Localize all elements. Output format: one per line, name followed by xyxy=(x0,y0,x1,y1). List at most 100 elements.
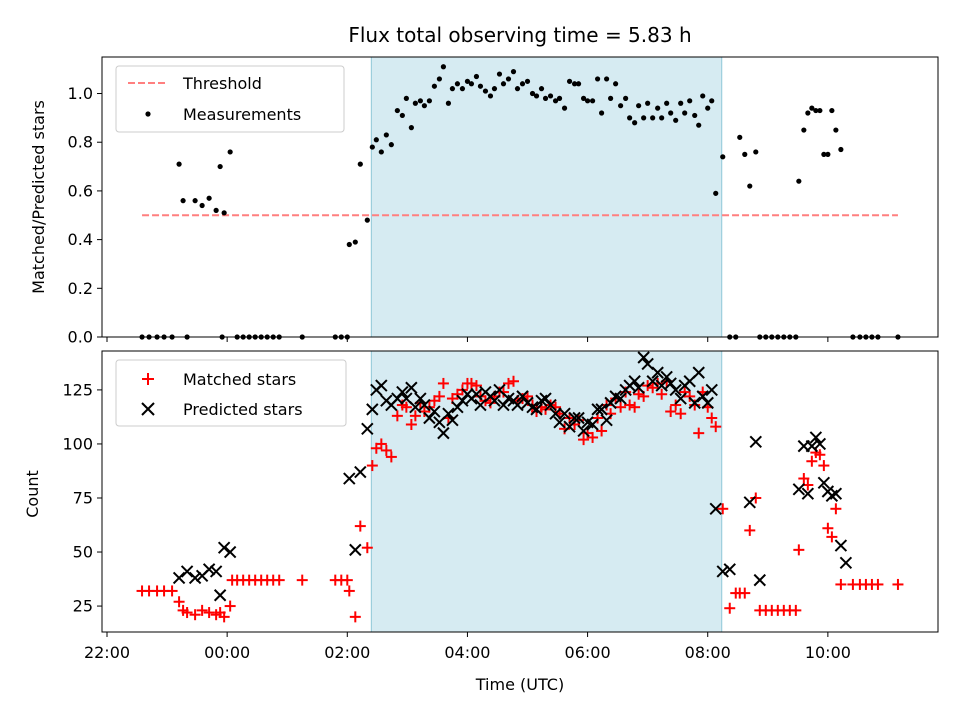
measurement-point xyxy=(687,98,693,104)
measurements-legend-swatch xyxy=(145,111,151,117)
measurement-point xyxy=(618,103,624,109)
predicted-star-point xyxy=(591,403,604,416)
matched-legend-swatch xyxy=(142,373,154,385)
predicted-star-point xyxy=(696,390,709,403)
matched-star-point xyxy=(689,399,701,411)
predicted-star-point xyxy=(701,396,714,410)
measurement-point xyxy=(421,103,427,109)
matched-star-point xyxy=(710,421,722,433)
predicted-star-point xyxy=(805,439,819,453)
predicted-star-point xyxy=(366,403,379,416)
matched-star-point xyxy=(892,578,904,590)
matched-star-point xyxy=(670,399,682,411)
matched-star-point xyxy=(739,587,751,599)
measurement-point xyxy=(829,107,835,114)
top-observing-span xyxy=(370,56,723,338)
measurement-point xyxy=(464,78,471,84)
matched-star-point xyxy=(409,410,421,422)
top-y-axis-label: Matched/Predicted stars xyxy=(29,100,48,294)
matched-star-point xyxy=(354,520,366,532)
measurement-point xyxy=(206,195,212,201)
predicted-star-point xyxy=(511,398,524,412)
measurement-point xyxy=(417,98,423,104)
measurement-point xyxy=(180,198,186,204)
matched-star-point xyxy=(166,585,178,597)
measurement-point xyxy=(641,115,647,121)
predicted-star-point xyxy=(470,388,483,401)
y-tick-label: 0.2 xyxy=(68,279,93,298)
predicted-star-point xyxy=(202,563,216,576)
predicted-star-point xyxy=(632,381,645,394)
x-tick-label: 04:00 xyxy=(444,643,490,662)
measurement-point xyxy=(742,151,748,157)
predicted-star-point xyxy=(749,435,762,448)
y-tick-label: 100 xyxy=(62,434,93,453)
measurement-point xyxy=(589,98,596,104)
matched-star-point xyxy=(296,574,308,586)
bottom-observing-span xyxy=(370,350,723,633)
matched-star-point xyxy=(391,410,403,422)
predicted-star-point xyxy=(343,472,356,485)
matched-star-point xyxy=(793,544,805,556)
measurement-point xyxy=(394,107,400,114)
measurement-point xyxy=(533,93,540,99)
predicted-star-point xyxy=(641,357,654,371)
predicted-star-point xyxy=(375,379,388,392)
matched-star-point xyxy=(189,609,201,621)
top-x-ticks xyxy=(106,337,829,342)
measurement-point xyxy=(552,98,559,104)
predicted-star-point xyxy=(172,571,186,585)
matched-star-point xyxy=(341,574,353,586)
measurement-point xyxy=(753,149,759,155)
measurement-point xyxy=(709,98,715,104)
y-tick-label: 25 xyxy=(73,597,93,616)
matched-star-point xyxy=(629,401,641,413)
matched-star-point xyxy=(196,604,208,616)
predicted-star-point xyxy=(396,385,409,399)
matched-legend-label: Matched stars xyxy=(183,370,296,389)
y-tick-label: 0.6 xyxy=(68,181,93,200)
measurement-point xyxy=(431,83,437,89)
measurement-point xyxy=(473,73,480,80)
x-tick-label: 10:00 xyxy=(805,643,851,662)
predicted-star-point xyxy=(692,366,705,379)
measurement-point xyxy=(650,115,656,121)
measurement-point xyxy=(529,90,536,97)
y-tick-label: 0.0 xyxy=(68,328,93,347)
predicted-star-point xyxy=(572,411,585,425)
measurement-point xyxy=(346,241,352,248)
predicted-star-point xyxy=(474,398,487,412)
predicted-star-point xyxy=(539,392,552,405)
predicted-star-point xyxy=(361,422,374,436)
measurement-point xyxy=(584,98,591,104)
measurement-point xyxy=(801,127,807,133)
measurement-point xyxy=(487,93,494,99)
measurement-point xyxy=(221,210,227,216)
predicted-star-point xyxy=(637,351,650,364)
matched-star-point xyxy=(400,401,412,413)
measurement-point xyxy=(817,107,823,114)
measurement-point xyxy=(459,86,466,92)
predicted-star-point xyxy=(723,563,736,576)
predicted-star-point xyxy=(688,396,701,410)
x-tick-label: 00:00 xyxy=(204,643,250,662)
matched-star-point xyxy=(814,449,826,461)
measurement-point xyxy=(426,98,432,104)
y-tick-label: 0.4 xyxy=(68,230,93,249)
measurement-point xyxy=(580,95,587,101)
measurement-point xyxy=(575,81,582,87)
predicted-star-point xyxy=(558,407,571,420)
predicted-star-point xyxy=(600,413,613,427)
measurement-point xyxy=(566,78,573,84)
predicted-star-point xyxy=(354,465,367,479)
matched-star-point xyxy=(806,455,818,467)
measurement-point xyxy=(436,76,443,82)
measurement-point xyxy=(700,93,706,99)
matched-star-point xyxy=(470,380,482,392)
matched-star-point xyxy=(665,406,677,418)
matched-star-point xyxy=(361,542,373,554)
predicted-star-point xyxy=(456,394,469,407)
matched-star-point xyxy=(798,473,810,485)
predicted-star-point xyxy=(213,589,227,602)
matched-star-point xyxy=(835,578,847,590)
